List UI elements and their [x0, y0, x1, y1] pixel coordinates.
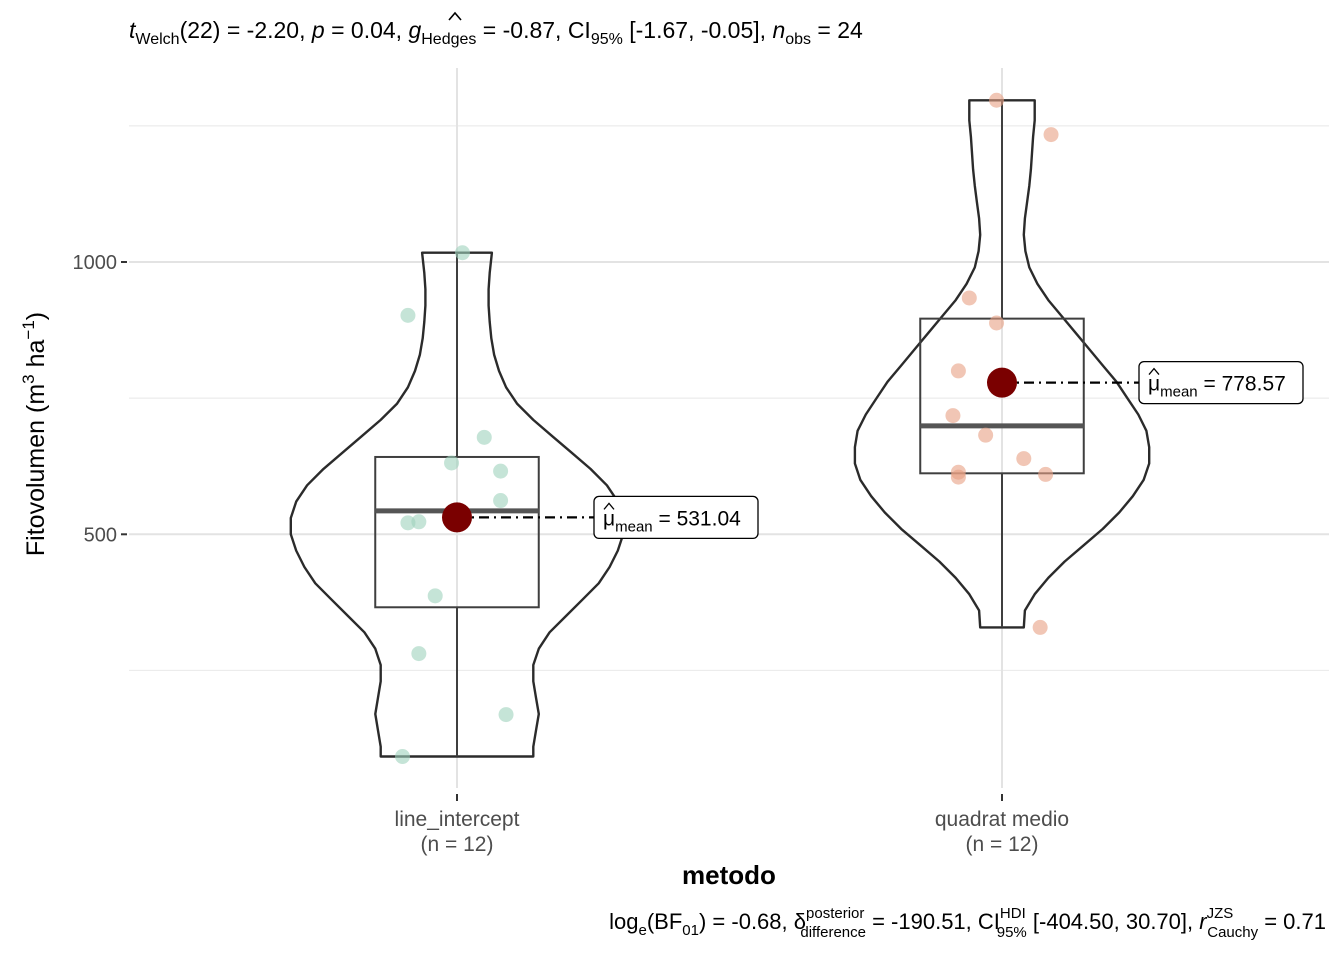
data-point [395, 748, 410, 764]
data-point [989, 92, 1005, 108]
chart-caption: loge(BF01) = -0.68, δposterior difference… [609, 905, 1326, 941]
data-point [950, 363, 966, 379]
data-point [1016, 451, 1032, 467]
mean-point [442, 502, 472, 533]
data-point [978, 427, 994, 443]
x-tick-count: (n = 12) [966, 833, 1039, 856]
x-axis-label: metodo [682, 860, 776, 890]
x-tick-label: quadrat medio [935, 808, 1069, 831]
data-point [454, 245, 470, 261]
mean-point [987, 367, 1017, 398]
data-point [493, 463, 509, 479]
mu-hat-mark [603, 502, 615, 510]
data-point [498, 707, 514, 723]
mean-label: μmean = 531.04 [603, 507, 741, 535]
y-tick-label: 500 [84, 524, 117, 546]
data-point [400, 307, 416, 323]
box-iqr [374, 455, 540, 609]
data-point [1032, 619, 1048, 635]
y-tick-label: 1000 [73, 252, 118, 274]
chart-title: tWelch(22) = -2.20, p = 0.04, gHedges = … [129, 17, 863, 48]
data-point [444, 455, 460, 471]
y-axis-label: Fitovolumen (m3 ha−1) [19, 312, 50, 556]
data-point [961, 290, 977, 306]
gridlines [129, 68, 1329, 788]
mean-label-box [1138, 360, 1304, 405]
g-hat-mark [448, 11, 462, 21]
data-point [411, 514, 427, 530]
data-point [476, 429, 492, 445]
data-points [395, 92, 1059, 764]
data-point [427, 588, 443, 604]
x-tick-label: line_intercept [395, 808, 520, 831]
data-point [400, 515, 416, 531]
violin-1 [853, 99, 1151, 629]
data-point [989, 315, 1005, 331]
violin-0 [289, 251, 625, 758]
data-point [945, 408, 961, 424]
mean-markers: μmean = 531.04 μmean = 778.57 [442, 360, 1304, 540]
mean-label-box [593, 495, 759, 540]
data-point [493, 493, 509, 509]
mean-label: μmean = 778.57 [1148, 373, 1286, 401]
violins [289, 99, 1151, 758]
data-point [950, 469, 966, 485]
data-point [1043, 127, 1059, 143]
x-tick-count: (n = 12) [421, 833, 494, 856]
data-point [411, 646, 427, 662]
mu-hat-mark [1148, 367, 1160, 376]
data-point [1038, 466, 1054, 482]
